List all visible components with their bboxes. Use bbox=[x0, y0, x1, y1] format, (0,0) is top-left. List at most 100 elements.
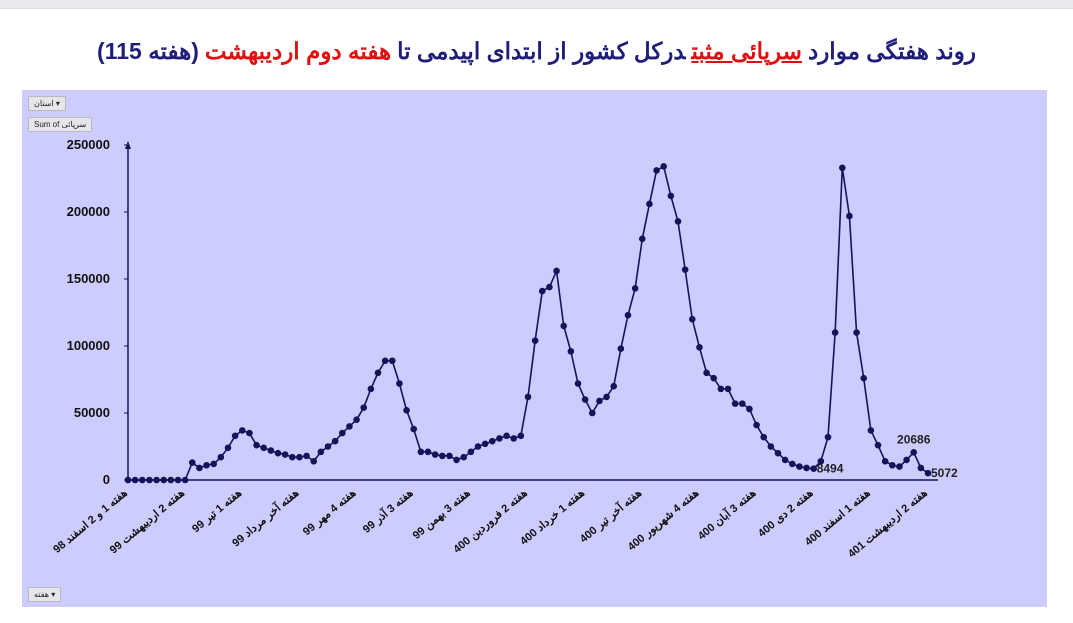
point bbox=[403, 407, 410, 414]
point bbox=[688, 315, 696, 323]
point bbox=[696, 344, 703, 351]
point bbox=[638, 235, 646, 243]
point bbox=[174, 476, 182, 484]
data-label: 8494 bbox=[817, 462, 844, 476]
point bbox=[767, 443, 775, 450]
point bbox=[138, 476, 146, 484]
point bbox=[160, 476, 168, 484]
filter-button[interactable]: استان ▾ bbox=[28, 96, 66, 111]
point bbox=[474, 443, 482, 450]
point bbox=[717, 385, 725, 393]
point bbox=[131, 476, 139, 484]
point bbox=[460, 453, 468, 461]
point bbox=[396, 380, 403, 387]
point bbox=[203, 461, 210, 469]
point bbox=[703, 369, 710, 377]
point bbox=[496, 435, 503, 442]
point bbox=[253, 441, 260, 449]
point bbox=[510, 435, 518, 442]
point bbox=[553, 267, 560, 275]
point bbox=[188, 459, 196, 466]
button-label: استان bbox=[34, 99, 54, 108]
point bbox=[617, 345, 625, 352]
point bbox=[824, 433, 832, 441]
point bbox=[867, 427, 875, 434]
point bbox=[267, 447, 275, 454]
title-segment: درکل کشور از ابتدای اپیدمی تا bbox=[397, 38, 686, 64]
point bbox=[731, 400, 739, 407]
point bbox=[481, 440, 489, 448]
point bbox=[874, 441, 882, 449]
point bbox=[524, 393, 532, 401]
point bbox=[260, 444, 268, 452]
field-button[interactable]: Sum of سرپائی bbox=[28, 117, 93, 132]
title-segment: سرپائی مثبت bbox=[691, 38, 802, 64]
point bbox=[431, 451, 439, 458]
point bbox=[296, 453, 303, 461]
y-tick-label: 50000 bbox=[74, 405, 110, 420]
point bbox=[810, 465, 818, 472]
point bbox=[603, 393, 610, 401]
point bbox=[853, 329, 860, 336]
point bbox=[488, 437, 496, 445]
point bbox=[746, 405, 753, 413]
point bbox=[310, 457, 318, 465]
point bbox=[324, 443, 332, 450]
point bbox=[631, 285, 639, 292]
point bbox=[581, 396, 589, 403]
point bbox=[353, 416, 360, 424]
point bbox=[338, 429, 346, 437]
point bbox=[881, 457, 889, 465]
point bbox=[788, 460, 796, 468]
button-label: هفته bbox=[34, 590, 49, 599]
point bbox=[560, 322, 568, 330]
point bbox=[903, 456, 910, 464]
y-tick-label: 150000 bbox=[67, 271, 110, 286]
point bbox=[860, 374, 868, 382]
y-tick-label: 200000 bbox=[67, 204, 110, 219]
point bbox=[674, 218, 682, 225]
point bbox=[153, 476, 160, 484]
point bbox=[646, 200, 653, 208]
chart-title: روند هفتگی مواردسرپائی مثبتدرکل کشور از … bbox=[0, 38, 1073, 65]
point bbox=[410, 425, 418, 433]
point bbox=[710, 374, 718, 382]
top-bar bbox=[0, 0, 1073, 9]
point bbox=[360, 404, 368, 411]
point bbox=[288, 453, 296, 461]
point bbox=[681, 266, 689, 273]
point bbox=[531, 337, 539, 344]
point bbox=[331, 437, 339, 445]
title-segment: هفته دوم اردیبهشت bbox=[204, 38, 392, 64]
data-label: 20686 bbox=[897, 432, 931, 446]
point bbox=[653, 167, 660, 174]
point bbox=[846, 212, 853, 220]
point bbox=[917, 464, 925, 472]
y-axis-arrow bbox=[125, 141, 131, 149]
point bbox=[446, 452, 453, 460]
axis-field-button[interactable]: هفته ▾ bbox=[28, 587, 62, 602]
point bbox=[796, 463, 803, 470]
point bbox=[281, 451, 289, 458]
point bbox=[538, 287, 546, 295]
point bbox=[596, 397, 603, 405]
point bbox=[274, 449, 282, 457]
point bbox=[438, 452, 446, 460]
point bbox=[803, 464, 810, 472]
y-tick-label: 100000 bbox=[67, 338, 110, 353]
point bbox=[124, 476, 132, 484]
point bbox=[246, 429, 253, 437]
point bbox=[167, 476, 175, 484]
point bbox=[181, 476, 189, 484]
title-segment: (هفته 115) bbox=[97, 38, 199, 64]
point bbox=[924, 469, 932, 477]
point bbox=[196, 464, 203, 472]
point bbox=[374, 369, 382, 377]
point bbox=[838, 164, 846, 172]
point bbox=[831, 329, 839, 336]
point bbox=[346, 423, 353, 430]
point bbox=[781, 456, 789, 464]
point bbox=[910, 448, 918, 456]
point bbox=[367, 385, 375, 393]
